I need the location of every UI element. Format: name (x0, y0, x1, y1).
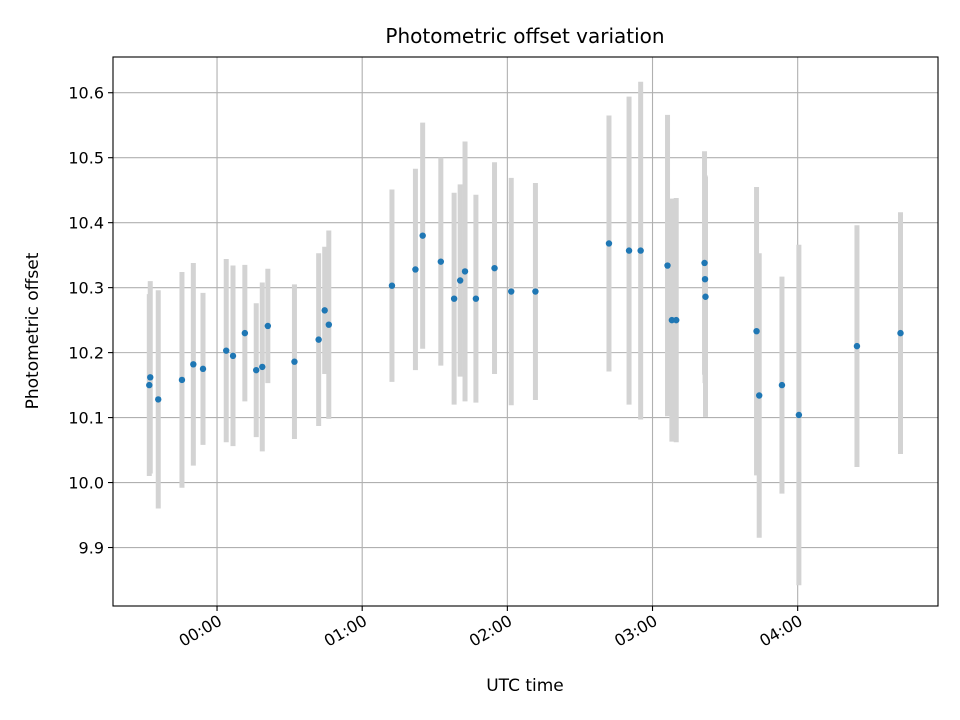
data-point (605, 240, 613, 247)
data-point (291, 358, 298, 365)
data-point (664, 262, 671, 269)
data-point (673, 316, 680, 324)
y-tick-label: 9.9 (79, 539, 104, 558)
data-point (325, 321, 333, 328)
y-tick-label: 10.6 (68, 84, 104, 103)
data-point (450, 295, 458, 302)
data-point (437, 258, 445, 265)
data-point (178, 376, 186, 384)
data-point (315, 336, 322, 343)
data-point (388, 282, 396, 289)
data-point (190, 361, 197, 368)
data-point (491, 264, 498, 272)
data-point (199, 365, 207, 373)
data-point (701, 259, 708, 267)
y-tick-label: 10.2 (68, 344, 104, 363)
data-point (229, 352, 237, 360)
data-point (701, 275, 709, 283)
data-point (412, 266, 419, 273)
y-tick-label: 10.0 (68, 474, 104, 493)
data-point (253, 366, 260, 374)
data-point (508, 288, 515, 295)
y-tick-label: 10.4 (68, 214, 104, 233)
data-point (472, 295, 480, 302)
data-point (419, 232, 426, 239)
data-point (795, 411, 803, 419)
data-points (146, 232, 904, 419)
data-point (897, 329, 904, 337)
y-tick-label: 10.3 (68, 279, 104, 298)
data-point (155, 396, 162, 403)
data-point (321, 307, 328, 314)
y-axis-ticks: 9.9 10.0 10.1 10.2 10.3 10.4 10.5 10.6 (68, 84, 113, 558)
data-point (532, 288, 539, 295)
data-point (147, 374, 154, 381)
plot-frame (112, 56, 939, 607)
data-point (456, 277, 464, 284)
y-tick-label: 10.5 (68, 149, 104, 168)
data-point (778, 381, 786, 389)
data-point (264, 322, 272, 330)
data-point (259, 363, 266, 371)
x-axis-label: UTC time (486, 676, 564, 696)
y-axis-label: Photometric offset (23, 252, 43, 409)
y-tick-label: 10.1 (68, 409, 104, 428)
data-point (461, 268, 469, 275)
chart-title: Photometric offset variation (385, 24, 664, 48)
data-point (853, 342, 861, 350)
data-point (625, 247, 633, 254)
data-point (223, 347, 230, 354)
data-point (241, 329, 249, 337)
data-point (702, 293, 709, 300)
data-point (753, 327, 760, 335)
data-point (756, 392, 763, 399)
data-point (637, 247, 644, 254)
data-point (146, 381, 153, 389)
